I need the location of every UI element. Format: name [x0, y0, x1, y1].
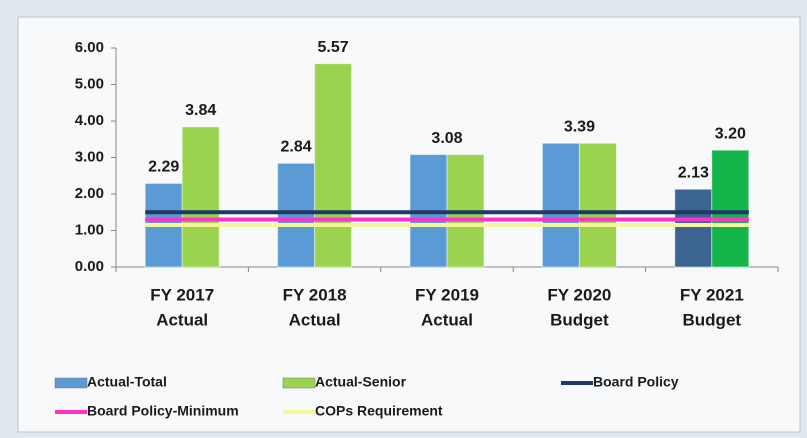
legend-swatch	[54, 377, 88, 389]
legend-swatch	[282, 377, 316, 389]
y-tick-label: 2.00	[75, 185, 104, 202]
x-tick-label: FY 2017	[150, 285, 214, 304]
x-tick-label: FY 2018	[283, 285, 347, 304]
x-tick-label: Actual	[156, 310, 208, 329]
y-tick-label: 0.00	[75, 258, 104, 275]
y-tick-label: 6.00	[75, 39, 104, 56]
data-label: 2.13	[678, 164, 709, 181]
data-label: 5.57	[318, 39, 349, 56]
x-tick-label: FY 2020	[547, 285, 611, 304]
y-tick-label: 5.00	[75, 75, 104, 92]
legend-label: Board Policy-Minimum	[87, 403, 239, 419]
data-label: 2.29	[148, 159, 179, 176]
x-tick-label: Actual	[289, 310, 341, 329]
x-tick-label: Budget	[683, 310, 742, 329]
data-label: 3.08	[431, 130, 462, 147]
x-tick-label: Actual	[421, 310, 473, 329]
bar	[674, 188, 713, 268]
legend-label: Actual-Senior	[315, 374, 407, 390]
legend-label: Actual-Total	[87, 374, 167, 390]
y-tick-label: 4.00	[75, 112, 104, 129]
data-label: 2.84	[281, 139, 312, 156]
y-tick-label: 1.00	[75, 221, 104, 238]
bar	[314, 63, 353, 268]
bar	[541, 142, 580, 268]
legend-label: Board Policy	[593, 374, 679, 390]
bar	[181, 126, 220, 268]
bar	[711, 149, 750, 268]
x-tick-label: Budget	[550, 310, 609, 329]
data-label: 3.39	[564, 118, 595, 135]
x-tick-label: FY 2021	[680, 285, 744, 304]
bar	[578, 142, 617, 268]
y-tick-label: 3.00	[75, 148, 104, 165]
bar	[277, 162, 316, 268]
legend-label: COPs Requirement	[315, 403, 443, 419]
x-tick-label: FY 2019	[415, 285, 479, 304]
data-label: 3.84	[185, 102, 216, 119]
data-label: 3.20	[715, 125, 746, 142]
